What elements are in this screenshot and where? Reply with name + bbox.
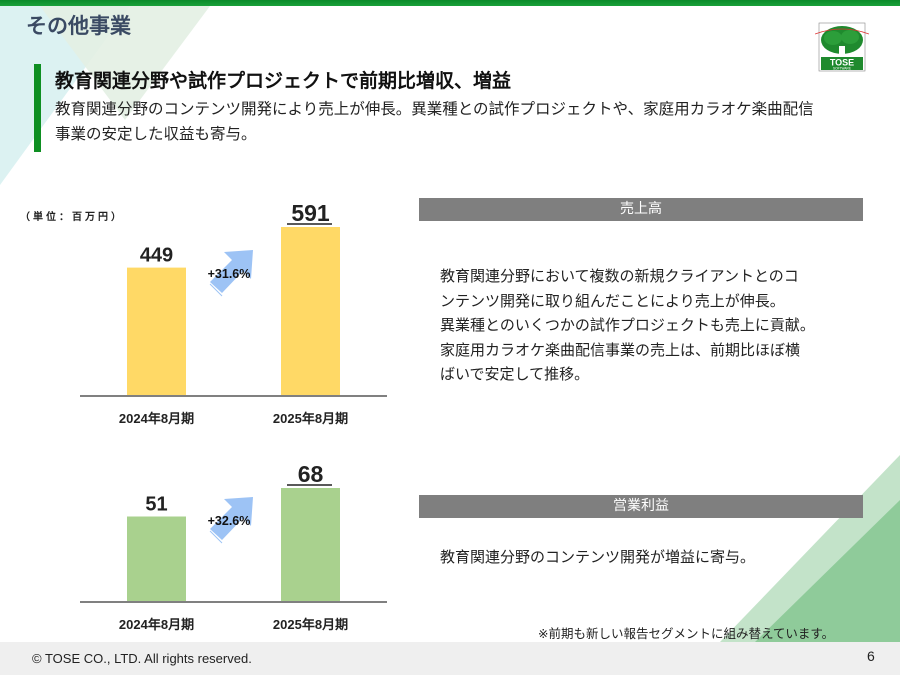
bar-value-label: 68 (298, 461, 324, 487)
bar-value-label: 591 (291, 200, 330, 226)
svg-text:SOFTWARE: SOFTWARE (833, 67, 851, 71)
headline: 教育関連分野や試作プロジェクトで前期比増収、増益 (55, 70, 512, 92)
profit-chart: 51 2024年8月期 68 2025年8月期 +32.6% (80, 455, 400, 635)
category-label: 2025年8月期 (273, 617, 348, 632)
bar-0 (127, 267, 186, 396)
top-triangle-deco (40, 6, 210, 120)
unit-label: （単位：百万円） (20, 212, 124, 223)
category-label: 2025年8月期 (273, 411, 348, 426)
sales-chart-svg: 449 2024年8月期 591 2025年8月期 +31.6% (80, 200, 387, 426)
sales-panel-header: 売上高 (419, 198, 863, 221)
page-number: 6 (867, 648, 875, 664)
headline-accent-bar (34, 64, 41, 152)
category-label: 2024年8月期 (119, 411, 194, 426)
profit-panel-header: 営業利益 (419, 495, 863, 518)
profit-panel-text: 教育関連分野のコンテンツ開発が増益に寄与。 (440, 545, 860, 570)
segment-note: ※前期も新しい報告セグメントに組み替えています。 (538, 626, 835, 641)
growth-arrow-icon (209, 497, 253, 544)
sales-panel-line: 教育関連分野において複数の新規クライアントとのコ (440, 267, 799, 285)
sales-panel-line: ばいで安定して推移。 (440, 365, 590, 383)
tose-logo: TOSE SOFTWARE (815, 22, 869, 72)
footer-bar (0, 642, 900, 675)
bar-0 (127, 516, 186, 602)
bar-value-label: 51 (145, 494, 167, 516)
sales-panel-text: 教育関連分野において複数の新規クライアントとのコ ンテンツ開発に取り組んだことに… (440, 264, 860, 387)
growth-rate-label: +32.6% (208, 514, 251, 528)
copyright: © TOSE CO., LTD. All rights reserved. (32, 651, 252, 666)
category-label: 2024年8月期 (119, 617, 194, 632)
profit-chart-svg: 51 2024年8月期 68 2025年8月期 +32.6% (80, 461, 387, 632)
profit-panel-line: 教育関連分野のコンテンツ開発が増益に寄与。 (440, 548, 756, 566)
growth-arrow-icon (209, 250, 253, 297)
bar-value-label: 449 (140, 245, 173, 267)
bar-1 (281, 488, 340, 602)
svg-text:TOSE: TOSE (830, 58, 854, 68)
sales-chart: 449 2024年8月期 591 2025年8月期 +31.6% (80, 190, 400, 430)
sales-panel-line: 異業種とのいくつかの試作プロジェクトも売上に貢献。 (440, 316, 815, 334)
right-triangle-dark (755, 500, 900, 642)
growth-rate-label: +31.6% (208, 267, 251, 281)
sales-panel-line: ンテンツ開発に取り組んだことにより売上が伸長。 (440, 291, 785, 310)
sales-panel-line: 家庭用カラオケ楽曲配信事業の売上は、前期比ほぼ横 (440, 340, 801, 359)
section-title: その他事業 (26, 14, 131, 38)
top-accent-bar (0, 0, 900, 6)
lead-text: 教育関連分野のコンテンツ開発により売上が伸長。異業種との試作プロジェクトや、家庭… (55, 100, 814, 143)
bar-1 (281, 227, 340, 396)
